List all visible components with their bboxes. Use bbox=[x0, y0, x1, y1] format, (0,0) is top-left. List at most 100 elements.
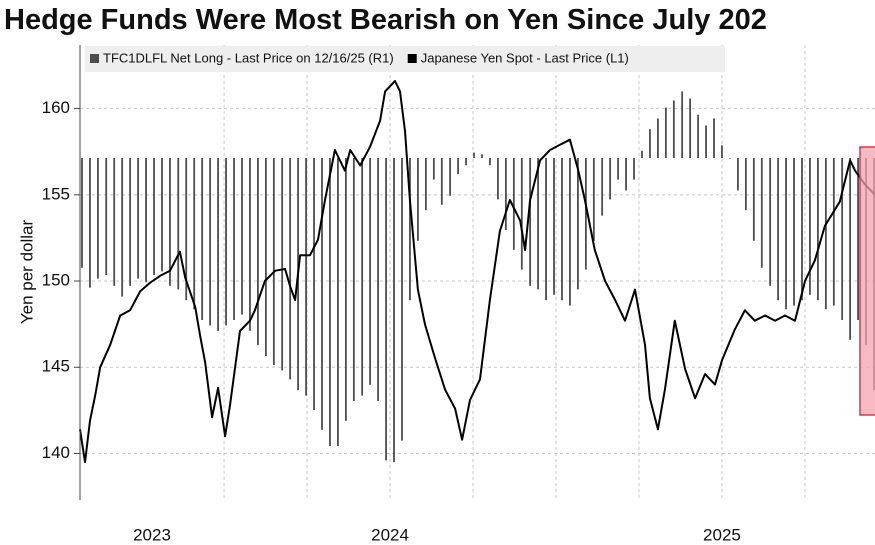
bar bbox=[824, 158, 827, 310]
bar bbox=[449, 158, 452, 196]
bar bbox=[512, 158, 515, 250]
axes: 140 145 150 155 160 2023 2024 2025 bbox=[42, 98, 741, 544]
bar bbox=[321, 158, 323, 430]
bar bbox=[657, 118, 659, 158]
bar bbox=[497, 158, 499, 200]
bar bbox=[737, 158, 739, 191]
bar bbox=[601, 158, 604, 216]
bar bbox=[337, 158, 339, 446]
legend-swatch bbox=[407, 54, 417, 63]
bar bbox=[752, 158, 755, 241]
bar bbox=[481, 154, 483, 158]
legend-label: TFC1DLFL Net Long - Last Price on 12/16/… bbox=[103, 50, 394, 65]
bar bbox=[705, 125, 707, 158]
y-tick-label: 140 bbox=[42, 443, 70, 462]
bar bbox=[409, 158, 411, 301]
bar bbox=[385, 158, 387, 461]
bar bbox=[264, 158, 267, 356]
bar bbox=[113, 158, 116, 286]
bar bbox=[272, 158, 275, 365]
bar bbox=[225, 158, 227, 326]
bar bbox=[249, 158, 251, 331]
bar bbox=[465, 158, 467, 166]
x-tick-label: 2023 bbox=[133, 525, 171, 544]
bar bbox=[161, 158, 163, 272]
bar bbox=[377, 158, 379, 401]
bar bbox=[432, 158, 435, 180]
bar bbox=[241, 158, 243, 315]
y-axis-label: Yen per dollar bbox=[17, 220, 36, 325]
y-tick-label: 160 bbox=[42, 98, 70, 117]
bar bbox=[633, 158, 635, 180]
bar bbox=[209, 158, 212, 326]
bar bbox=[313, 158, 315, 410]
bar bbox=[553, 158, 555, 295]
bar bbox=[417, 158, 419, 241]
bar bbox=[393, 158, 395, 463]
bar bbox=[329, 158, 331, 446]
bar bbox=[473, 152, 475, 158]
bar bbox=[352, 158, 355, 401]
legend-box bbox=[85, 46, 725, 72]
y-tick-label: 145 bbox=[42, 357, 70, 376]
bar bbox=[97, 158, 99, 279]
bar bbox=[193, 158, 196, 310]
bar bbox=[760, 158, 763, 268]
bar bbox=[577, 158, 579, 290]
bar bbox=[744, 158, 747, 211]
bar bbox=[584, 158, 587, 270]
bar bbox=[121, 158, 124, 297]
bar bbox=[185, 158, 188, 301]
bar bbox=[625, 158, 627, 191]
bar bbox=[672, 100, 675, 158]
bar bbox=[105, 158, 108, 275]
bar bbox=[81, 158, 83, 268]
bar bbox=[729, 158, 731, 159]
bar bbox=[857, 158, 859, 320]
bar bbox=[145, 158, 147, 283]
bar bbox=[369, 158, 372, 385]
bar bbox=[281, 158, 284, 371]
bar bbox=[832, 158, 835, 306]
bar bbox=[592, 158, 595, 241]
bar bbox=[401, 158, 403, 441]
y-tick-label: 150 bbox=[42, 271, 70, 290]
bar bbox=[561, 158, 563, 301]
bar bbox=[721, 145, 723, 158]
bar bbox=[129, 158, 132, 286]
bar bbox=[201, 158, 204, 320]
bar bbox=[641, 150, 643, 158]
bar bbox=[489, 158, 491, 166]
bar bbox=[713, 118, 715, 158]
bar bbox=[664, 107, 667, 158]
y-tick-label: 155 bbox=[42, 184, 70, 203]
legend: TFC1DLFL Net Long - Last Price on 12/16/… bbox=[90, 50, 629, 65]
legend-label: Japanese Yen Spot - Last Price (L1) bbox=[421, 50, 629, 65]
bar bbox=[793, 158, 795, 306]
x-tick-label: 2024 bbox=[371, 525, 409, 544]
bar bbox=[697, 114, 699, 158]
bar bbox=[569, 158, 571, 306]
bar bbox=[545, 158, 547, 301]
bar bbox=[777, 158, 779, 301]
line-series bbox=[79, 80, 875, 464]
bar bbox=[305, 158, 307, 396]
bar bbox=[424, 158, 427, 211]
line bbox=[79, 80, 875, 464]
bar bbox=[769, 158, 772, 286]
bar bbox=[817, 158, 819, 301]
bar bbox=[809, 158, 811, 295]
bar bbox=[169, 158, 171, 286]
bar bbox=[217, 158, 219, 331]
bar bbox=[89, 158, 91, 288]
bar bbox=[529, 158, 532, 286]
bar bbox=[609, 158, 612, 200]
bar bbox=[344, 158, 347, 421]
bar bbox=[257, 158, 259, 346]
bar bbox=[457, 158, 459, 175]
bar bbox=[849, 158, 852, 340]
bar bbox=[681, 91, 684, 158]
bar bbox=[617, 158, 619, 180]
